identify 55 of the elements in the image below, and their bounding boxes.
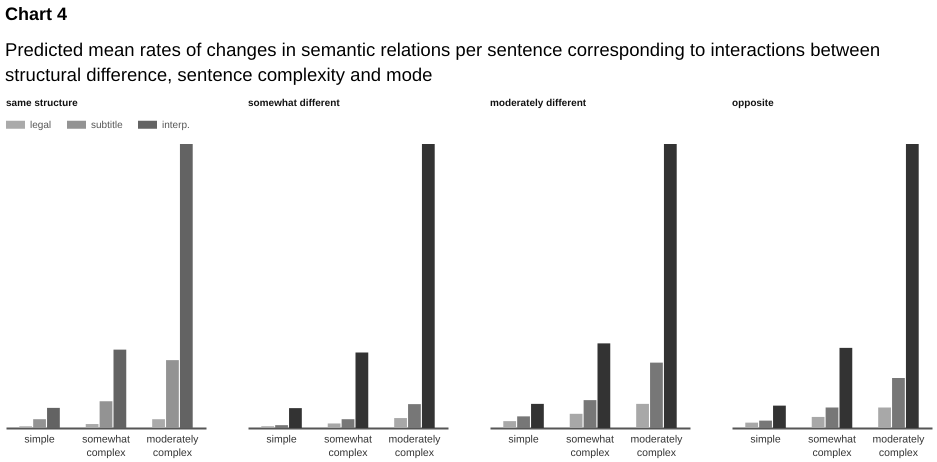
x-tick-label: simple <box>750 434 781 446</box>
bar <box>47 408 60 428</box>
bar <box>86 424 99 428</box>
bar <box>597 343 610 428</box>
chart-title: somewhat different <box>248 98 340 109</box>
bar <box>166 360 179 428</box>
bar <box>878 408 891 428</box>
bar <box>826 408 838 428</box>
bar <box>773 406 786 428</box>
bar <box>503 421 516 428</box>
bar <box>422 144 435 428</box>
legend-label: interp. <box>162 120 190 131</box>
bar <box>531 404 544 428</box>
bar <box>906 144 919 428</box>
bar <box>812 416 825 428</box>
text: Chart 4 <box>5 3 68 25</box>
bar <box>275 425 288 428</box>
x-tick-label: simple <box>24 434 55 446</box>
chart-title: opposite <box>732 98 774 109</box>
bar <box>342 419 354 428</box>
bar <box>636 404 649 428</box>
x-tick-label: simple <box>266 434 297 446</box>
x-tick-label: moderately complex <box>872 434 926 459</box>
chart-title: moderately different <box>490 98 587 109</box>
bar <box>33 419 46 428</box>
bar <box>517 416 530 428</box>
bar <box>394 418 407 428</box>
bar <box>113 350 126 428</box>
x-tick-label: somewhat complex <box>82 434 130 459</box>
x-tick-label: somewhat complex <box>324 434 372 459</box>
bar <box>892 378 905 428</box>
bar <box>745 422 758 428</box>
bar <box>759 420 772 428</box>
x-tick-label: moderately complex <box>146 434 200 459</box>
bar <box>584 400 596 428</box>
text: Predicted mean rates of changes in semantic relations per sentence corresponding to interactions between structural difference, sentence complexity and mode <box>5 38 882 87</box>
bar <box>180 144 193 428</box>
x-tick-label: moderately complex <box>388 434 442 459</box>
bar <box>650 362 663 428</box>
bar <box>839 348 852 428</box>
legend-label: subtitle <box>91 120 124 131</box>
bar <box>152 419 165 428</box>
bar <box>100 401 112 428</box>
legend-label: legal <box>30 120 52 131</box>
bar <box>355 352 368 428</box>
x-tick-label: somewhat complex <box>566 434 614 459</box>
x-tick-label: simple <box>508 434 539 446</box>
chart-title: same structure <box>6 98 78 109</box>
x-tick-label: moderately complex <box>630 434 684 459</box>
bar <box>328 423 341 428</box>
bar <box>570 414 583 428</box>
bar <box>664 144 677 428</box>
x-tick-label: somewhat complex <box>808 434 856 459</box>
bar <box>408 404 421 428</box>
bar <box>289 408 302 428</box>
